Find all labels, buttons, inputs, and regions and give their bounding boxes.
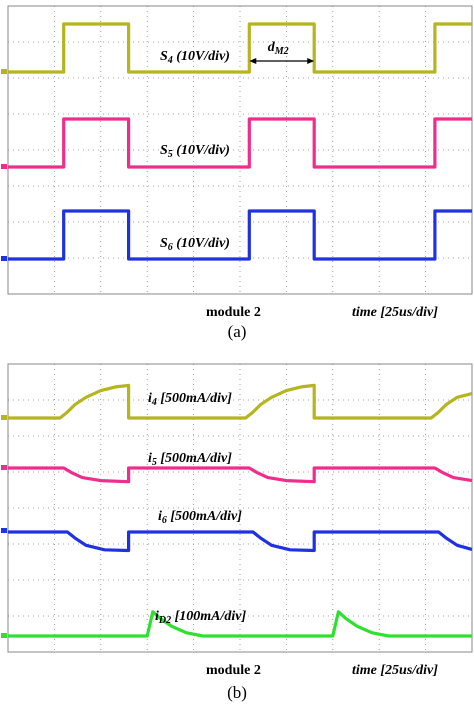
series-label-scale: (10V/div) (173, 49, 230, 64)
series-label-i5: i5 [500mA/div] (148, 451, 232, 468)
series-label-sub: 4 (167, 55, 173, 66)
scope-frame (7, 5, 473, 295)
series-label-sub: 4 (151, 397, 157, 408)
series-label-sub: 5 (152, 457, 157, 468)
chart-panel-b: i4 [500mA/div]i5 [500mA/div]i6 [500mA/di… (1, 363, 473, 678)
series-label-base: i (148, 391, 152, 406)
series-label-sub: 5 (168, 149, 173, 160)
series-label-base: i (158, 509, 162, 524)
channel-marker (1, 164, 7, 169)
waveform-iD2 (8, 610, 472, 638)
scope-grid (8, 364, 472, 652)
duty-annotation: dM2 (249, 40, 315, 64)
channel-marker (1, 528, 7, 533)
series-label-base: i (155, 609, 159, 624)
waveform-i5 (8, 466, 473, 484)
series-label-S6: S6 (10V/div) (160, 236, 230, 253)
channel-marker (1, 256, 7, 261)
channel-marker (1, 633, 7, 638)
channel-marker (1, 465, 7, 470)
annotation-label: dM2 (268, 40, 289, 57)
footer-module-label: module 2 (206, 663, 261, 678)
series-label-scale: (10V/div) (173, 143, 230, 158)
series-label-iD2: iD2 [100mA/div] (155, 609, 247, 626)
series-label-base: S (160, 236, 168, 251)
series-label-sub: 6 (168, 242, 173, 253)
series-label-i4: i4 [500mA/div] (148, 391, 232, 408)
waveform-S5 (8, 117, 472, 169)
channel-marker (1, 415, 7, 420)
series-label-S5: S5 (10V/div) (160, 143, 230, 160)
chart-panel-a: S4 (10V/div)S5 (10V/div)S6 (10V/div)dM2m… (1, 5, 473, 320)
annotation-label-base: d (268, 40, 276, 55)
waveform-S6 (8, 209, 472, 261)
footer-module-label: module 2 (206, 305, 261, 320)
series-label-S4: S4 (10V/div) (160, 49, 230, 66)
scope-grid (8, 6, 472, 294)
series-label-scale: (10V/div) (173, 236, 230, 251)
waveform-i4 (8, 383, 473, 420)
caption-a: (a) (227, 322, 247, 341)
footer-time-scale-label: time [25us/div] (352, 663, 438, 678)
waveform-i6 (8, 530, 473, 553)
series-label-scale: [100mA/div] (171, 609, 246, 624)
arrow-left-icon (249, 58, 257, 64)
series-label-sub: D2 (158, 615, 171, 626)
annotation-label-sub: M2 (274, 46, 289, 57)
channel-marker (1, 69, 7, 74)
series-label-i6: i6 [500mA/div] (158, 509, 242, 526)
series-label-sub: 6 (162, 515, 167, 526)
arrow-right-icon (307, 58, 315, 64)
series-label-base: i (148, 451, 152, 466)
series-label-base: S (160, 143, 168, 158)
footer-time-scale-label: time [25us/div] (352, 305, 438, 320)
caption-b: (b) (227, 683, 247, 702)
series-label-scale: [500mA/div] (157, 391, 232, 406)
series-label-scale: [500mA/div] (157, 451, 232, 466)
series-label-scale: [500mA/div] (167, 509, 242, 524)
waveform-S4 (8, 22, 472, 74)
series-label-base: S (160, 49, 168, 64)
